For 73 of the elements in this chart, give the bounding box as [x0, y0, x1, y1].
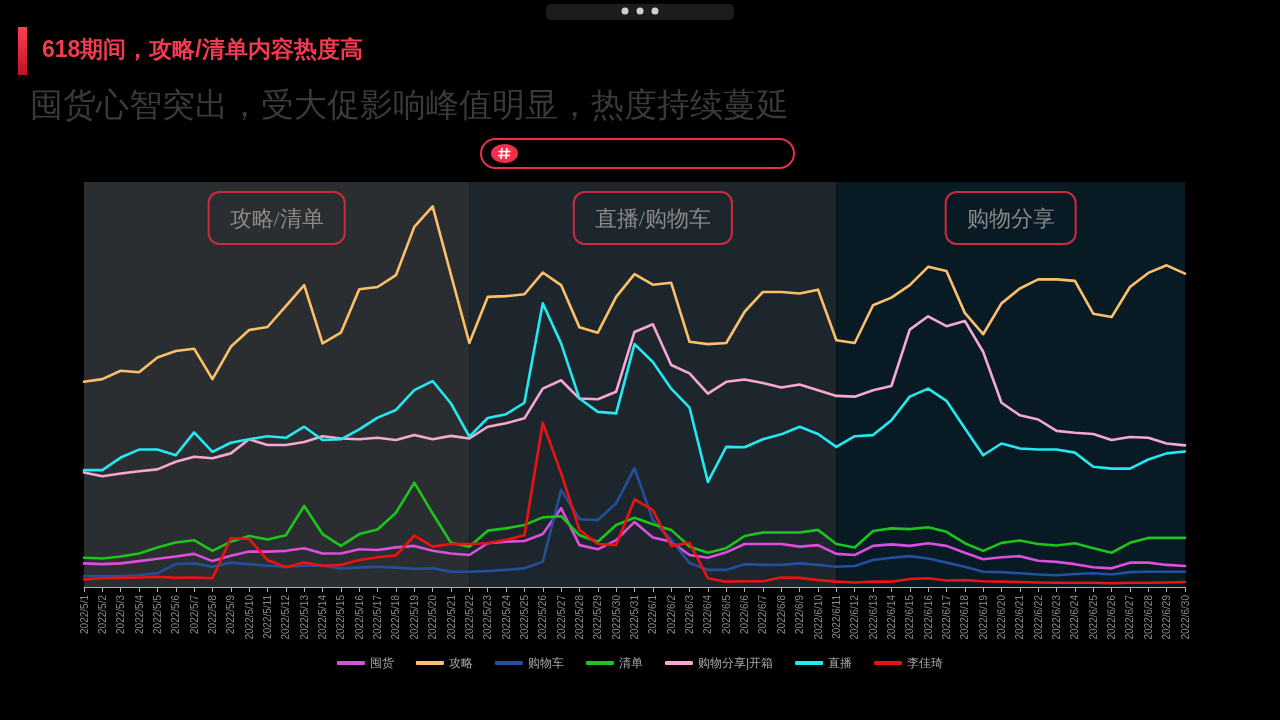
band-label: 攻略/清单	[229, 205, 324, 231]
x-tick-label: 2022/6/2	[665, 594, 677, 634]
x-tick-label: 2022/6/10	[812, 594, 824, 640]
x-tick-label: 2022/6/22	[1032, 594, 1044, 640]
x-tick-label: 2022/5/15	[335, 594, 347, 640]
x-tick-label: 2022/5/23	[482, 594, 494, 640]
x-tick-label: 2022/6/1	[647, 594, 659, 634]
x-tick-label: 2022/6/16	[922, 594, 934, 640]
chart-title: 618期间，攻略/清单内容热度高	[42, 35, 363, 64]
x-tick-label: 2022/6/21	[1014, 594, 1026, 640]
x-tick-label: 2022/6/30	[1179, 594, 1191, 640]
x-tick-label: 2022/5/6	[170, 594, 182, 634]
x-tick-label: 2022/6/11	[830, 594, 842, 639]
x-tick-label: 2022/5/27	[555, 594, 567, 640]
x-tick-label: 2022/5/31	[629, 594, 640, 640]
x-tick-label: 2022/5/20	[427, 594, 439, 640]
legend-label: 李佳琦	[907, 656, 944, 670]
x-tick-label: 2022/6/28	[1142, 594, 1154, 640]
legend-label: 囤货	[369, 656, 394, 670]
band-label: 直播/购物车	[594, 205, 711, 231]
x-tick-label: 2022/6/24	[1069, 594, 1081, 640]
x-tick-label: 2022/5/12	[280, 594, 292, 640]
legend-label: 攻略	[448, 656, 473, 670]
x-tick-label: 2022/5/5	[151, 594, 163, 634]
x-tick-label: 2022/6/12	[849, 594, 861, 640]
x-tick-label: 2022/5/17	[372, 594, 384, 640]
legend-label: 直播	[828, 656, 853, 670]
legend-label: 清单	[618, 656, 643, 670]
x-tick-label: 2022/5/3	[115, 594, 127, 634]
x-tick-label: 2022/5/29	[592, 594, 604, 640]
x-tick-label: 2022/6/20	[996, 594, 1007, 640]
x-tick-label: 2022/6/9	[794, 594, 806, 634]
x-tick-label: 2022/6/5	[720, 594, 732, 634]
x-tick-label: 2022/5/14	[317, 594, 329, 640]
x-tick-label: 2022/6/13	[867, 594, 879, 640]
x-tick-label: 2022/6/26	[1106, 594, 1118, 640]
x-tick-label: 2022/6/25	[1087, 594, 1099, 640]
x-tick-label: 2022/5/8	[206, 594, 218, 634]
chart-subtitle: 囤货心智突出，受大促影响峰值明显，热度持续蔓延	[30, 86, 789, 125]
x-tick-label: 2022/6/23	[1051, 594, 1063, 640]
x-tick-label: 2022/5/21	[445, 594, 457, 640]
x-tick-label: 2022/6/3	[684, 594, 696, 634]
x-tick-label: 2022/5/26	[537, 594, 549, 640]
x-tick-label: 2022/6/6	[739, 594, 751, 634]
x-tick-label: 2022/5/7	[188, 594, 200, 634]
x-tick-label: 2022/5/22	[463, 594, 475, 640]
x-tick-label: 2022/5/13	[298, 594, 310, 640]
band-label: 购物分享	[966, 205, 1055, 231]
x-tick-label: 2022/6/19	[977, 594, 989, 640]
x-tick-label: 2022/6/14	[885, 594, 897, 640]
x-tick-label: 2022/5/9	[225, 594, 237, 634]
x-tick-label: 2022/6/15	[904, 594, 916, 640]
legend-label: 购物车	[527, 656, 564, 670]
x-tick-label: 2022/5/25	[518, 594, 530, 640]
x-tick-label: 2022/6/18	[959, 594, 971, 640]
x-tick-label: 2022/6/4	[702, 594, 714, 634]
legend-label: 购物分享|开箱	[697, 656, 774, 670]
x-tick-label: 2022/6/8	[775, 594, 787, 634]
x-tick-label: 2022/5/18	[390, 594, 402, 640]
x-tick-label: 2022/5/19	[408, 594, 420, 640]
x-tick-label: 2022/5/4	[133, 594, 145, 634]
x-tick-label: 2022/5/16	[353, 594, 365, 640]
x-tick-label: 2022/5/11	[262, 594, 273, 639]
x-tick-label: 2022/6/7	[757, 594, 769, 634]
x-tick-label: 2022/5/10	[243, 594, 255, 640]
x-tick-label: 2022/5/30	[610, 594, 622, 640]
x-tick-label: 2022/5/28	[573, 594, 585, 640]
x-tick-label: 2022/5/1	[78, 594, 90, 634]
x-tick-label: 2022/5/24	[500, 594, 512, 640]
x-tick-label: 2022/5/2	[96, 594, 108, 634]
x-tick-label: 2022/6/27	[1124, 594, 1136, 640]
x-tick-label: 2022/6/17	[940, 594, 952, 640]
x-tick-label: 2022/6/29	[1161, 594, 1173, 640]
